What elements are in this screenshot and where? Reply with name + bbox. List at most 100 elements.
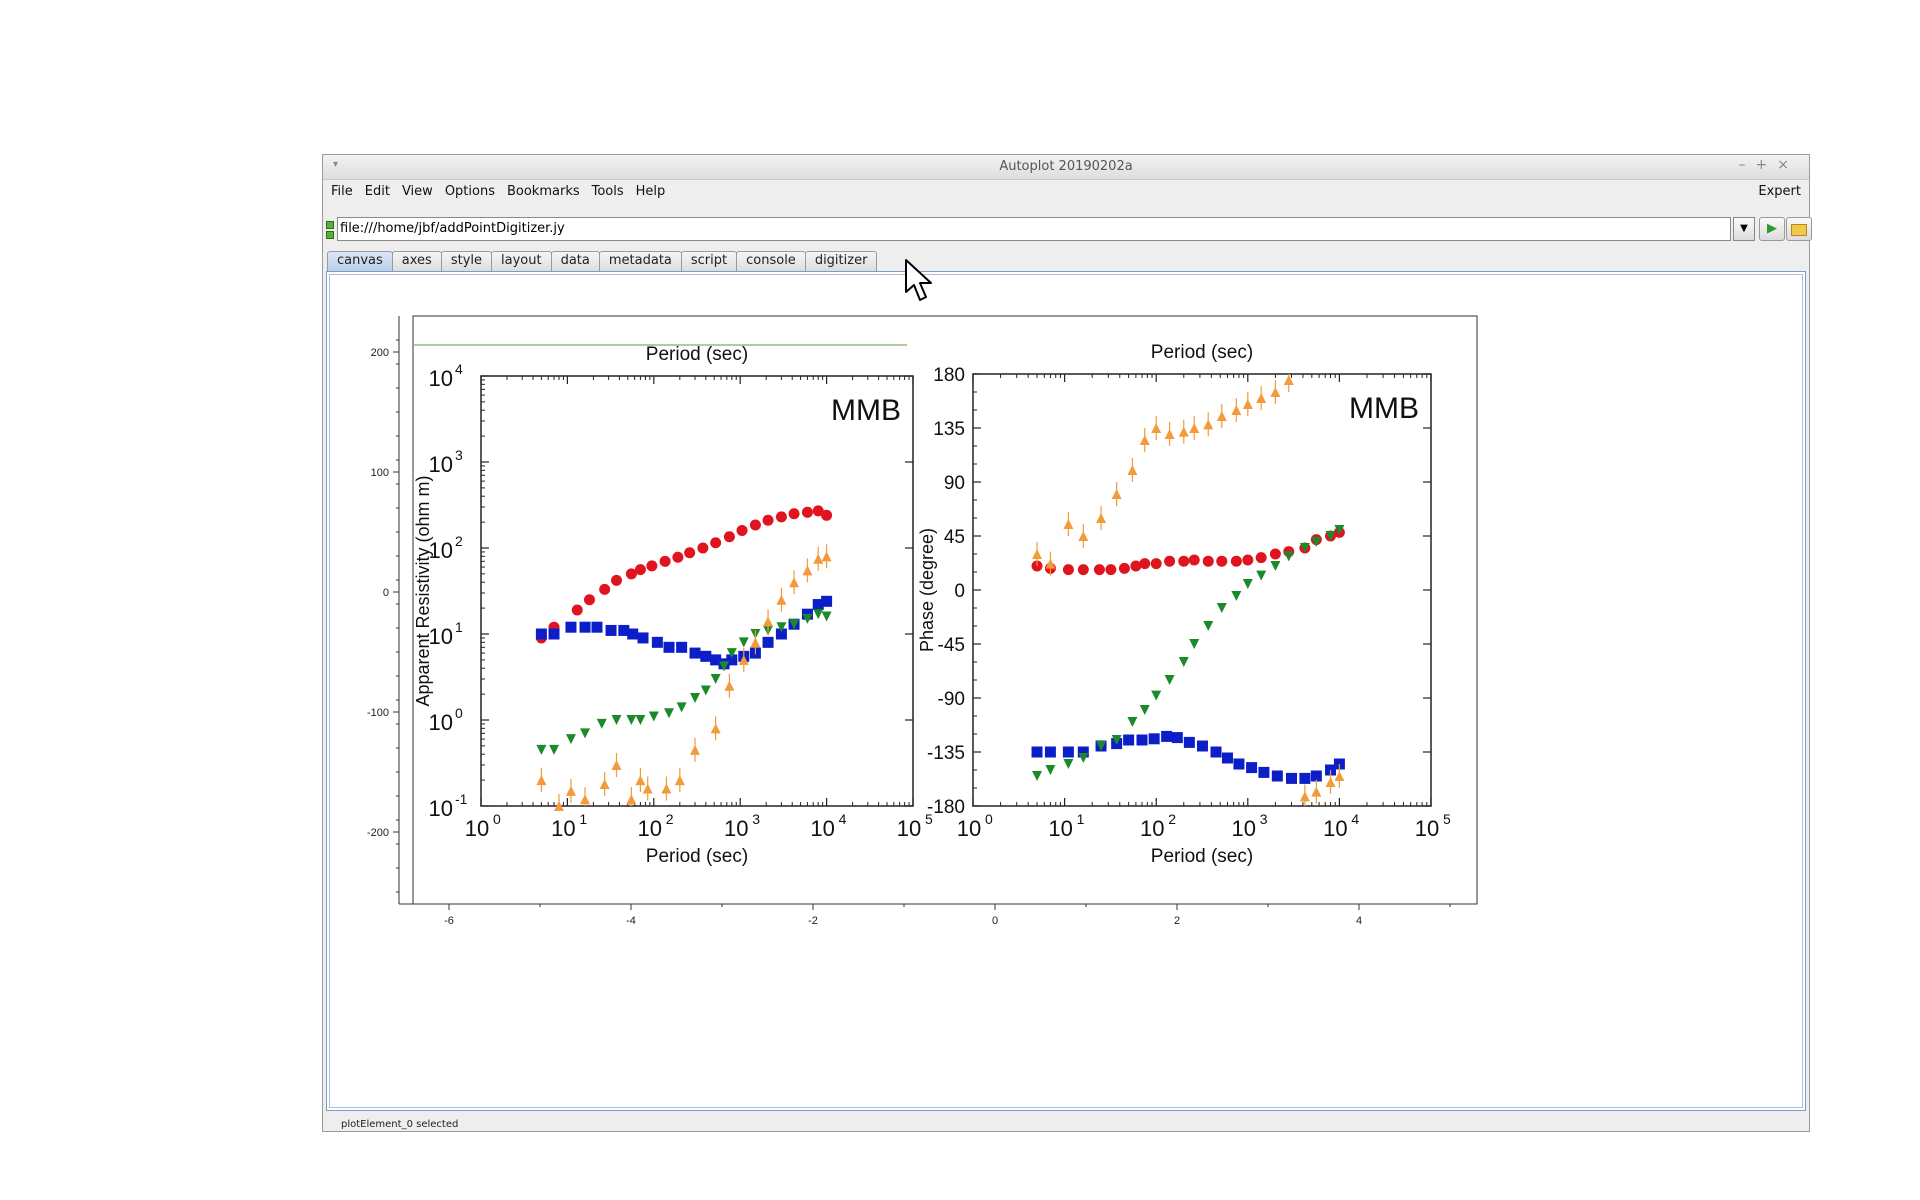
data-point-blue xyxy=(1123,734,1135,746)
data-point-red xyxy=(812,505,824,517)
window-menu-icon[interactable]: ▾ xyxy=(333,159,339,170)
data-point-green xyxy=(580,728,591,739)
x-tick-exponent: 2 xyxy=(1168,811,1176,827)
data-point-red xyxy=(583,594,595,606)
tab-console[interactable]: console xyxy=(736,251,806,271)
data-point-orange xyxy=(1299,791,1310,802)
x-tick-label: 10 xyxy=(1415,816,1439,841)
y-axis-label: Apparent Resistivity (ohm m) xyxy=(413,475,433,706)
data-point-green xyxy=(1256,570,1267,581)
data-point-green xyxy=(719,661,730,672)
data-point-red xyxy=(599,583,611,595)
outer-x-tick-label: -2 xyxy=(808,915,818,927)
window-title: Autoplot 20190202a xyxy=(999,159,1133,174)
tab-metadata[interactable]: metadata xyxy=(598,251,682,271)
expert-menu[interactable]: Expert xyxy=(1758,184,1801,199)
menu-file[interactable]: File xyxy=(331,184,353,199)
play-icon: ▶ xyxy=(1767,221,1777,236)
data-point-orange xyxy=(626,794,637,805)
data-point-green xyxy=(821,611,832,622)
data-point-green xyxy=(1127,717,1138,727)
data-point-orange xyxy=(565,785,576,796)
outer-x-tick-label: 4 xyxy=(1356,915,1362,927)
data-point-blue xyxy=(726,654,738,666)
maximize-icon[interactable]: + xyxy=(1755,157,1778,173)
data-point-green xyxy=(1178,657,1189,667)
plot-go-button[interactable]: ▶ xyxy=(1759,217,1785,241)
data-point-blue xyxy=(1271,770,1283,782)
data-point-red xyxy=(684,547,696,559)
data-point-green xyxy=(664,708,675,719)
tab-script[interactable]: script xyxy=(680,251,738,271)
data-point-blue xyxy=(1258,766,1270,778)
mouse-cursor-icon xyxy=(905,259,932,301)
tab-layout[interactable]: layout xyxy=(491,251,552,271)
outer-y-tick-label: 200 xyxy=(371,347,389,359)
x-tick-label: 10 xyxy=(465,816,489,841)
browse-button[interactable] xyxy=(1786,217,1812,241)
x-tick-label: 10 xyxy=(810,816,834,841)
data-point-orange xyxy=(1189,423,1200,433)
data-point-blue xyxy=(1286,772,1298,784)
url-input[interactable]: file:///home/jbf/addPointDigitizer.jy xyxy=(337,217,1731,241)
x-axis-label: Period (sec) xyxy=(1151,846,1253,867)
menu-view[interactable]: View xyxy=(401,184,433,199)
y-tick-label: 90 xyxy=(944,473,965,494)
data-point-orange xyxy=(1231,405,1242,415)
data-point-orange xyxy=(724,680,735,691)
data-point-orange xyxy=(789,577,800,588)
data-point-blue xyxy=(689,647,701,659)
data-point-red xyxy=(723,531,735,543)
y-tick-label: 135 xyxy=(933,419,965,440)
tab-axes[interactable]: axes xyxy=(391,251,442,271)
folder-icon xyxy=(1791,224,1807,236)
menu-bookmarks[interactable]: Bookmarks xyxy=(506,184,580,199)
canvas-panel[interactable]: 200 100 0 -100 -200 -6 -4 -2 0 2 4 10 0 10 1 10 2 10 3 10 4… xyxy=(326,271,1807,1130)
data-point-green xyxy=(1078,753,1089,763)
tab-data[interactable]: data xyxy=(550,251,600,271)
title-bar[interactable]: ▾ Autoplot 20190202a –+× xyxy=(323,155,1809,180)
data-source-icon xyxy=(326,221,334,239)
data-point-green xyxy=(1311,537,1322,547)
outer-y-tick-label: -100 xyxy=(367,707,389,719)
data-point-orange xyxy=(1063,519,1074,529)
data-point-red xyxy=(634,564,646,576)
minimize-icon[interactable]: – xyxy=(1738,157,1756,173)
data-point-orange xyxy=(710,723,721,734)
data-point-blue xyxy=(1148,733,1160,745)
y-tick-exponent: 0 xyxy=(455,705,463,721)
data-point-red xyxy=(1139,558,1151,570)
tab-style[interactable]: style xyxy=(440,251,493,271)
data-point-green xyxy=(1164,675,1175,685)
close-icon[interactable]: × xyxy=(1777,157,1799,173)
data-point-orange xyxy=(1078,531,1089,541)
url-dropdown-button[interactable]: ▼ xyxy=(1733,217,1755,241)
menu-help[interactable]: Help xyxy=(635,184,666,199)
menu-options[interactable]: Options xyxy=(444,184,495,199)
menu-edit[interactable]: Edit xyxy=(364,184,390,199)
tab-digitizer[interactable]: digitizer xyxy=(804,251,878,271)
x-tick-exponent: 4 xyxy=(1351,811,1359,827)
data-point-red xyxy=(762,514,774,526)
data-point-green xyxy=(1096,741,1107,751)
data-point-orange xyxy=(821,551,832,562)
data-point-blue xyxy=(1077,746,1089,758)
data-point-green xyxy=(536,744,547,755)
x-tick-exponent: 4 xyxy=(839,811,847,827)
data-point-green xyxy=(789,619,800,630)
data-point-red xyxy=(1178,555,1190,567)
data-point-orange xyxy=(1178,426,1189,437)
data-point-orange xyxy=(554,801,565,811)
url-row: file:///home/jbf/addPointDigitizer.jy ▼ … xyxy=(323,215,1812,243)
menu-tools[interactable]: Tools xyxy=(591,184,624,199)
data-point-orange xyxy=(1242,399,1253,409)
data-point-blue xyxy=(1233,758,1245,770)
chevron-down-icon: ▼ xyxy=(1740,223,1748,234)
data-point-orange xyxy=(661,783,672,794)
tab-canvas[interactable]: canvas xyxy=(327,251,393,271)
data-point-red xyxy=(788,508,800,520)
data-point-red xyxy=(1188,554,1200,566)
data-point-orange xyxy=(1334,771,1345,781)
